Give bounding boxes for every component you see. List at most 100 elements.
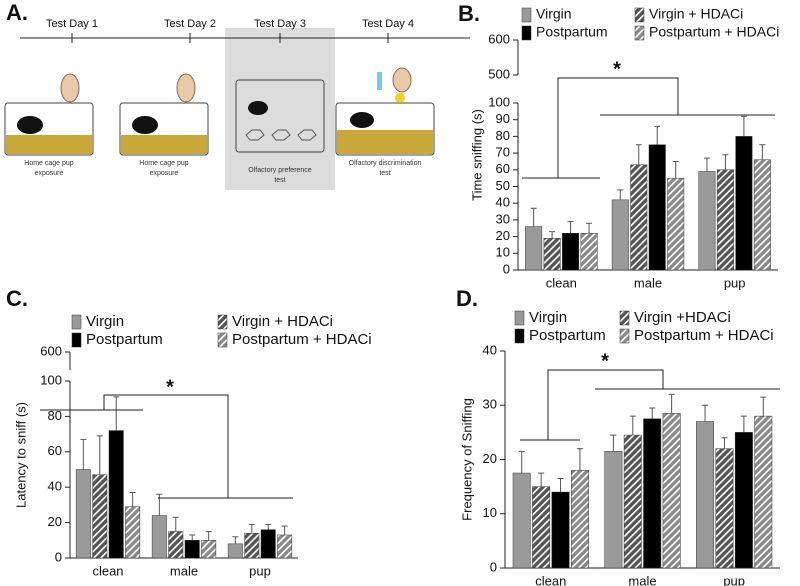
caption: Olfactory preference [248, 167, 312, 174]
bar [244, 532, 260, 559]
bar [716, 169, 734, 271]
significance: * [613, 58, 621, 80]
panel-label: C. [6, 286, 28, 311]
bar [168, 531, 184, 559]
legend-swatch [514, 310, 525, 326]
panel-label: D. [456, 286, 478, 311]
legend-label: Virgin [529, 309, 567, 326]
x-tick-label: pup [724, 275, 746, 290]
bar [662, 413, 681, 569]
error-bar [722, 154, 729, 170]
y-tick-label: 60 [48, 443, 62, 458]
bar [260, 529, 276, 559]
bar [630, 164, 648, 271]
bar [667, 177, 685, 271]
bar [643, 418, 662, 569]
day-label: Test Day 2 [164, 18, 216, 30]
bar [623, 434, 642, 569]
significance: * [601, 350, 609, 372]
error-bar [80, 438, 87, 470]
bar [754, 415, 773, 569]
y-tick-label: 600 [40, 343, 62, 358]
x-tick-label: male [634, 275, 662, 290]
significance-bracket [40, 394, 293, 499]
scenes [4, 79, 435, 156]
x-tick-label: clean [92, 563, 123, 578]
legend-swatch [634, 25, 645, 41]
error-bar [156, 493, 163, 516]
error-bar [740, 415, 747, 433]
error-bar [538, 472, 545, 487]
significance-bracket [520, 369, 780, 441]
y-tick-label: 40 [48, 479, 62, 494]
bar [125, 506, 141, 559]
error-bar [654, 125, 661, 145]
error-bar [281, 525, 288, 535]
error-bar [740, 115, 747, 137]
error-bar [567, 221, 574, 234]
error-bar [586, 222, 593, 234]
hands [60, 67, 412, 103]
legend-swatch [634, 7, 645, 23]
legend-swatch [217, 314, 228, 330]
y-tick-label: 500 [488, 66, 510, 81]
y-tick-label: 10 [483, 505, 497, 520]
legend-label: Postpartum + HDACi [649, 24, 779, 40]
error-bar [617, 189, 624, 200]
bar [580, 233, 598, 271]
caption: test [379, 170, 390, 177]
error-bar [96, 435, 103, 475]
bar [562, 233, 580, 271]
error-bar [721, 437, 728, 449]
error-bar [576, 448, 583, 471]
legend-swatch [619, 328, 630, 344]
bar [734, 432, 753, 569]
error-bar [189, 534, 196, 541]
x-tick-label: clean [535, 573, 566, 586]
bar [532, 486, 551, 569]
bar [184, 540, 200, 559]
error-bar [248, 523, 255, 534]
tube [377, 72, 382, 90]
x-tick-label: pup [723, 573, 745, 586]
bar [525, 226, 543, 271]
error-bar [702, 404, 709, 422]
day-label: Test Day 3 [254, 18, 306, 30]
legend-label: Virgin + HDACi [232, 313, 333, 330]
dishes [245, 129, 317, 141]
legend-label: Virgin + HDACi [649, 6, 743, 22]
legend-label: Virgin [536, 6, 572, 22]
y-tick-label: 100 [40, 372, 62, 387]
error-bar [518, 450, 525, 474]
y-axis-title: Latency to sniff (s) [13, 402, 28, 508]
bar [571, 470, 589, 569]
error-bar [557, 477, 564, 493]
day-label: Test Day 4 [362, 18, 414, 30]
error-bar [172, 516, 179, 532]
y-tick-label: 20 [483, 451, 497, 466]
y-tick-label: 20 [496, 228, 510, 243]
error-bar [703, 157, 710, 172]
caption: Olfactory discrimination [349, 160, 422, 167]
bar [696, 421, 714, 569]
y-tick-label: 50 [496, 178, 510, 193]
legend-label: Postpartum [529, 327, 606, 344]
error-bar [265, 523, 272, 530]
y-tick-label: 40 [496, 195, 510, 210]
caption: exposure [150, 170, 179, 177]
panel-label: B. [458, 1, 480, 26]
y-tick-label: 40 [483, 342, 497, 357]
y-tick-label: 80 [48, 408, 62, 423]
bar [92, 474, 108, 559]
legend-label: Virgin +HDACi [634, 309, 731, 326]
error-bar [649, 407, 656, 419]
mice [17, 101, 374, 134]
legend-swatch [521, 25, 532, 41]
bar [277, 534, 293, 559]
y-tick-label: 0 [55, 549, 62, 564]
caption: Home cage pup [139, 160, 189, 167]
y-tick-label: 20 [48, 514, 62, 529]
legend-swatch [71, 332, 82, 348]
bar [551, 491, 570, 569]
